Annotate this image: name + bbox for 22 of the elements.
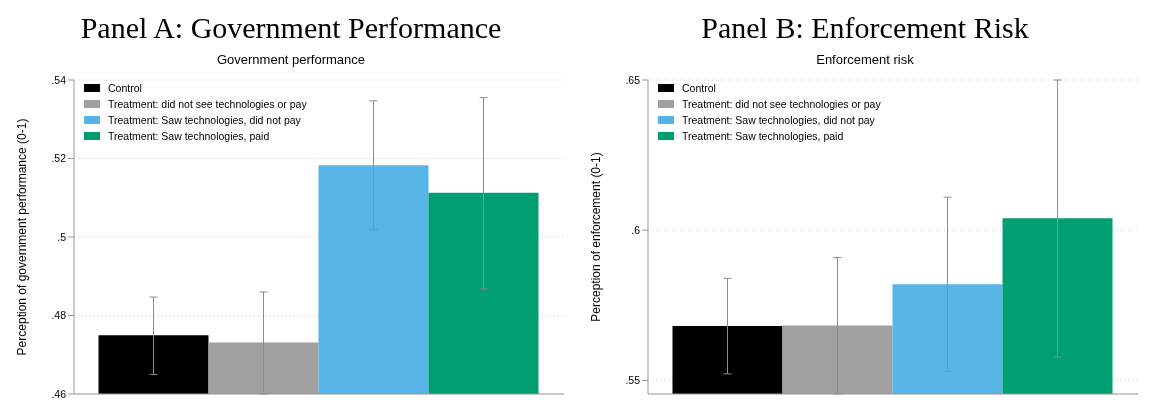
chart-subtitle: Enforcement risk (815, 52, 915, 69)
legend-label: Treatment: did not see technologies or pay (108, 97, 307, 112)
y-tick-label: .52 (51, 152, 67, 165)
chart-title: Panel B: Enforcement Risk (700, 10, 1030, 46)
y-tick-label: .6 (631, 223, 641, 236)
y-tick-label: .5 (57, 230, 67, 243)
y-tick-label: .48 (51, 309, 67, 322)
legend-label: Treatment: Saw technologies, paid (682, 129, 844, 144)
y-tick-label: .65 (625, 73, 641, 86)
legend-label: Treatment: did not see technologies or pay (682, 97, 881, 112)
y-tick-label: .54 (51, 73, 67, 86)
chart-title: Panel A: Government Performance (79, 10, 503, 46)
legend-label: Treatment: Saw technologies, paid (108, 129, 270, 144)
y-axis-title: Perception of enforcement (0-1) (589, 152, 604, 322)
y-axis-title: Perception of government performance (0-1) (15, 118, 30, 356)
y-tick-label: .55 (625, 374, 641, 387)
chart-subtitle: Government performance (215, 52, 367, 69)
y-tick-label: .46 (51, 387, 67, 400)
legend-label: Control (682, 81, 716, 96)
legend-label: Treatment: Saw technologies, did not pay (108, 113, 301, 128)
legend-label: Control (108, 81, 142, 96)
legend-label: Treatment: Saw technologies, did not pay (682, 113, 875, 128)
